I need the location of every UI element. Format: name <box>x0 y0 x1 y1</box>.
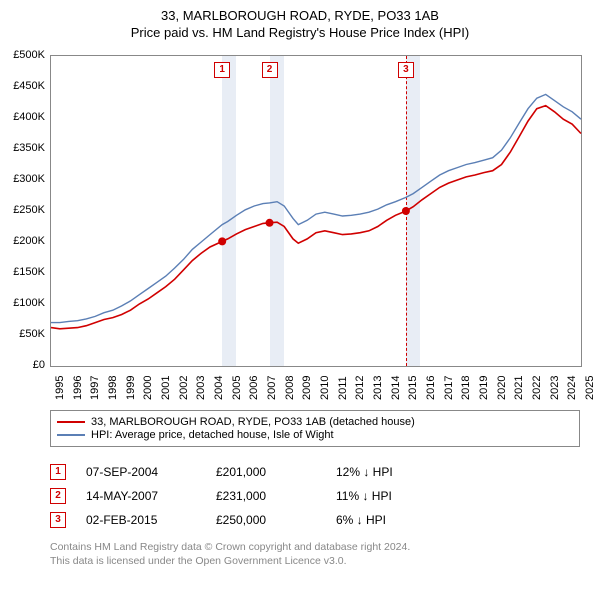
chart-container: 33, MARLBOROUGH ROAD, RYDE, PO33 1AB Pri… <box>0 0 600 590</box>
legend-row: 33, MARLBOROUGH ROAD, RYDE, PO33 1AB (de… <box>57 416 573 428</box>
sale-point <box>402 207 410 215</box>
event-num-box: 3 <box>50 512 66 528</box>
legend-label: HPI: Average price, detached house, Isle… <box>91 429 334 441</box>
x-tick-label: 2004 <box>213 376 225 400</box>
x-tick-label: 2012 <box>354 376 366 400</box>
title-block: 33, MARLBOROUGH ROAD, RYDE, PO33 1AB Pri… <box>0 0 600 40</box>
x-tick-label: 1999 <box>125 376 137 400</box>
sale-point <box>266 219 274 227</box>
y-tick-label: £500K <box>5 49 45 61</box>
x-tick-label: 1996 <box>72 376 84 400</box>
x-tick-label: 2013 <box>372 376 384 400</box>
x-tick-label: 2017 <box>443 376 455 400</box>
legend-label: 33, MARLBOROUGH ROAD, RYDE, PO33 1AB (de… <box>91 416 415 428</box>
sale-date: 02-FEB-2015 <box>86 513 196 527</box>
table-row: 3 02-FEB-2015 £250,000 6% ↓ HPI <box>50 508 456 532</box>
y-tick-label: £400K <box>5 111 45 123</box>
sale-price: £201,000 <box>216 465 316 479</box>
x-tick-label: 2019 <box>478 376 490 400</box>
event-num-box: 1 <box>50 464 66 480</box>
x-tick-label: 2014 <box>390 376 402 400</box>
y-tick-label: £50K <box>5 328 45 340</box>
sale-date: 07-SEP-2004 <box>86 465 196 479</box>
event-marker: 2 <box>262 62 278 78</box>
chart-area <box>50 55 582 367</box>
title-main: 33, MARLBOROUGH ROAD, RYDE, PO33 1AB <box>0 8 600 23</box>
event-marker: 1 <box>214 62 230 78</box>
legend: 33, MARLBOROUGH ROAD, RYDE, PO33 1AB (de… <box>50 410 580 447</box>
series-red <box>51 106 581 329</box>
sale-date: 14-MAY-2007 <box>86 489 196 503</box>
sale-delta: 6% ↓ HPI <box>336 513 456 527</box>
x-tick-label: 2016 <box>425 376 437 400</box>
y-tick-label: £350K <box>5 142 45 154</box>
sale-delta: 12% ↓ HPI <box>336 465 456 479</box>
event-num-box: 2 <box>50 488 66 504</box>
y-tick-label: £250K <box>5 204 45 216</box>
x-tick-label: 2001 <box>160 376 172 400</box>
footer: Contains HM Land Registry data © Crown c… <box>50 540 410 568</box>
series-blue <box>51 94 581 322</box>
footer-line-2: This data is licensed under the Open Gov… <box>50 554 410 568</box>
sales-table: 1 07-SEP-2004 £201,000 12% ↓ HPI 2 14-MAY-200… <box>50 460 456 532</box>
x-tick-label: 1998 <box>107 376 119 400</box>
title-sub: Price paid vs. HM Land Registry's House … <box>0 25 600 40</box>
x-tick-label: 2007 <box>266 376 278 400</box>
legend-swatch <box>57 434 85 436</box>
event-marker: 3 <box>398 62 414 78</box>
y-tick-label: £0 <box>5 359 45 371</box>
y-tick-label: £100K <box>5 297 45 309</box>
x-tick-label: 2000 <box>142 376 154 400</box>
x-tick-label: 1997 <box>89 376 101 400</box>
x-tick-label: 2011 <box>337 376 349 400</box>
x-tick-label: 2002 <box>178 376 190 400</box>
sale-price: £250,000 <box>216 513 316 527</box>
y-tick-label: £300K <box>5 173 45 185</box>
x-tick-label: 2021 <box>513 376 525 400</box>
y-tick-label: £150K <box>5 266 45 278</box>
x-tick-label: 2008 <box>284 376 296 400</box>
y-tick-label: £200K <box>5 235 45 247</box>
x-tick-label: 2006 <box>248 376 260 400</box>
x-tick-label: 2024 <box>566 376 578 400</box>
x-tick-label: 1995 <box>54 376 66 400</box>
x-tick-label: 2005 <box>231 376 243 400</box>
chart-svg <box>51 56 581 366</box>
x-tick-label: 2023 <box>549 376 561 400</box>
legend-row: HPI: Average price, detached house, Isle… <box>57 429 573 441</box>
table-row: 1 07-SEP-2004 £201,000 12% ↓ HPI <box>50 460 456 484</box>
sale-point <box>218 237 226 245</box>
x-tick-label: 2003 <box>195 376 207 400</box>
sale-price: £231,000 <box>216 489 316 503</box>
x-tick-label: 2020 <box>496 376 508 400</box>
x-tick-label: 2018 <box>460 376 472 400</box>
x-tick-label: 2015 <box>407 376 419 400</box>
x-tick-label: 2025 <box>584 376 596 400</box>
footer-line-1: Contains HM Land Registry data © Crown c… <box>50 540 410 554</box>
x-tick-label: 2009 <box>301 376 313 400</box>
table-row: 2 14-MAY-2007 £231,000 11% ↓ HPI <box>50 484 456 508</box>
y-tick-label: £450K <box>5 80 45 92</box>
sale-delta: 11% ↓ HPI <box>336 489 456 503</box>
legend-swatch <box>57 421 85 423</box>
x-tick-label: 2022 <box>531 376 543 400</box>
x-tick-label: 2010 <box>319 376 331 400</box>
